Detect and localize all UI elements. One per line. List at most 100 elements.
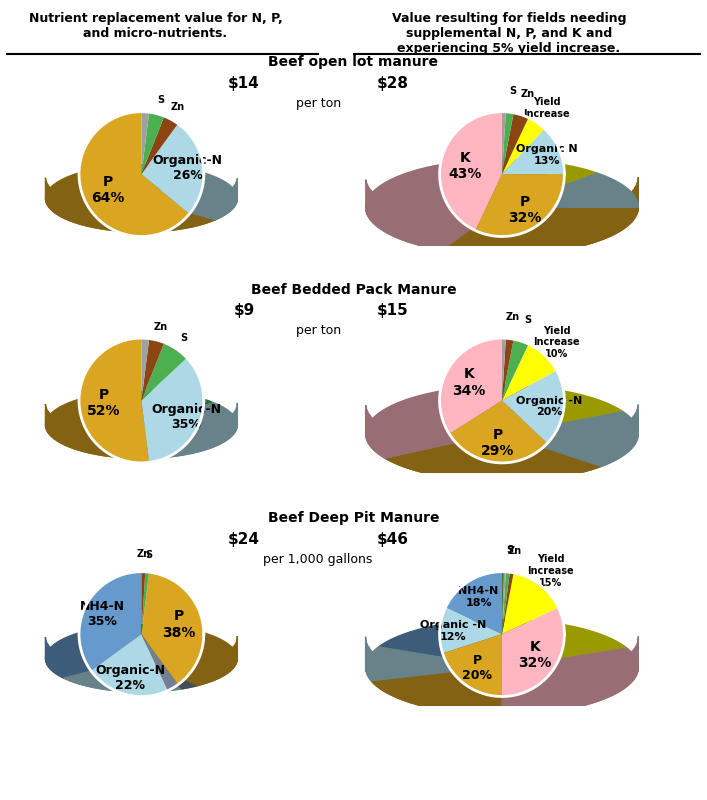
Polygon shape <box>184 206 192 229</box>
Polygon shape <box>46 407 48 432</box>
Polygon shape <box>611 428 619 462</box>
Polygon shape <box>626 192 631 227</box>
Wedge shape <box>141 572 149 634</box>
Polygon shape <box>71 200 79 224</box>
Polygon shape <box>636 642 638 677</box>
Polygon shape <box>428 444 440 476</box>
Polygon shape <box>626 419 631 454</box>
Wedge shape <box>502 339 529 401</box>
Polygon shape <box>165 209 175 231</box>
Text: Organic-N
22%: Organic-N 22% <box>95 664 165 692</box>
Polygon shape <box>86 665 94 687</box>
Polygon shape <box>613 661 621 695</box>
Polygon shape <box>65 198 71 222</box>
Polygon shape <box>134 210 144 232</box>
Polygon shape <box>235 640 237 665</box>
Wedge shape <box>502 572 510 634</box>
Polygon shape <box>581 213 592 246</box>
Polygon shape <box>619 424 626 458</box>
Polygon shape <box>45 165 216 232</box>
Polygon shape <box>141 625 148 658</box>
Polygon shape <box>502 647 638 715</box>
Text: S: S <box>180 333 188 342</box>
Polygon shape <box>496 451 511 482</box>
Wedge shape <box>502 572 506 634</box>
Polygon shape <box>86 431 95 454</box>
Polygon shape <box>95 433 104 456</box>
Polygon shape <box>54 418 59 442</box>
Polygon shape <box>226 417 230 441</box>
Wedge shape <box>449 401 547 463</box>
Wedge shape <box>440 112 502 230</box>
Polygon shape <box>144 437 153 458</box>
Polygon shape <box>556 219 569 251</box>
Polygon shape <box>230 414 233 438</box>
Wedge shape <box>443 634 502 697</box>
Polygon shape <box>554 446 567 478</box>
Polygon shape <box>64 657 70 681</box>
Polygon shape <box>474 684 488 714</box>
Polygon shape <box>173 668 182 690</box>
Wedge shape <box>502 112 514 174</box>
Polygon shape <box>51 188 54 213</box>
Text: per ton: per ton <box>296 324 341 337</box>
Polygon shape <box>627 651 632 686</box>
Polygon shape <box>233 643 235 668</box>
Text: K
34%: K 34% <box>452 367 486 398</box>
Polygon shape <box>133 670 143 692</box>
Polygon shape <box>444 207 638 255</box>
Polygon shape <box>58 654 64 678</box>
Polygon shape <box>502 390 621 434</box>
Polygon shape <box>141 402 238 458</box>
Polygon shape <box>502 620 519 667</box>
Polygon shape <box>163 435 173 458</box>
Text: Organic N
13%: Organic N 13% <box>516 144 578 166</box>
Polygon shape <box>502 410 638 466</box>
Polygon shape <box>434 678 447 711</box>
Polygon shape <box>502 173 638 207</box>
Polygon shape <box>45 391 153 458</box>
Text: P
52%: P 52% <box>87 388 121 418</box>
Polygon shape <box>366 386 502 459</box>
Polygon shape <box>583 673 594 706</box>
Polygon shape <box>141 391 177 425</box>
Polygon shape <box>141 625 238 686</box>
Polygon shape <box>447 681 460 713</box>
Text: Zn: Zn <box>521 89 535 99</box>
Polygon shape <box>454 448 467 480</box>
Wedge shape <box>502 113 529 174</box>
Polygon shape <box>105 208 115 230</box>
Polygon shape <box>401 669 411 702</box>
Polygon shape <box>502 620 626 667</box>
Wedge shape <box>440 607 502 654</box>
Polygon shape <box>48 185 51 210</box>
Polygon shape <box>579 440 591 473</box>
Text: Zn: Zn <box>506 312 520 322</box>
Text: $9: $9 <box>233 303 255 318</box>
Wedge shape <box>502 572 514 634</box>
Text: $14: $14 <box>228 76 259 90</box>
Polygon shape <box>602 206 612 239</box>
Polygon shape <box>612 202 619 235</box>
Text: Yield
Increase: Yield Increase <box>524 98 570 119</box>
Polygon shape <box>50 414 54 438</box>
Polygon shape <box>64 658 182 692</box>
Wedge shape <box>141 338 149 401</box>
Polygon shape <box>569 216 581 249</box>
Text: Organic-N
26%: Organic-N 26% <box>153 154 223 182</box>
Polygon shape <box>502 159 510 207</box>
Polygon shape <box>381 199 389 234</box>
Polygon shape <box>408 212 419 245</box>
Polygon shape <box>182 666 190 689</box>
Wedge shape <box>79 572 141 670</box>
Polygon shape <box>592 210 602 243</box>
Polygon shape <box>405 437 416 470</box>
Polygon shape <box>395 434 405 467</box>
Polygon shape <box>621 656 627 690</box>
Polygon shape <box>71 426 78 450</box>
Polygon shape <box>47 644 50 669</box>
Polygon shape <box>233 410 235 434</box>
Polygon shape <box>103 668 112 690</box>
Polygon shape <box>87 205 95 228</box>
Polygon shape <box>59 194 65 218</box>
